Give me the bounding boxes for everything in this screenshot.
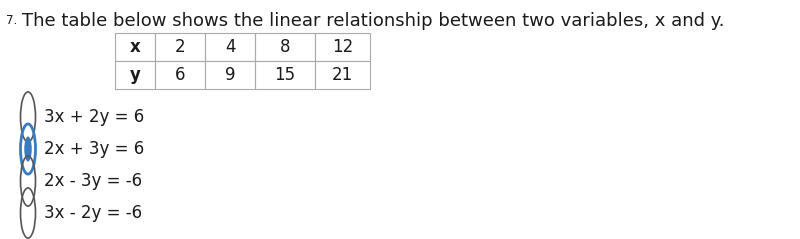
Text: y: y xyxy=(130,66,141,84)
Ellipse shape xyxy=(24,136,32,162)
Bar xyxy=(155,33,205,61)
Text: 3x + 2y = 6: 3x + 2y = 6 xyxy=(43,108,144,126)
Bar xyxy=(255,61,315,89)
Bar xyxy=(115,33,155,61)
Bar xyxy=(315,33,370,61)
Text: 2x - 3y = -6: 2x - 3y = -6 xyxy=(43,172,142,190)
Text: 7.: 7. xyxy=(6,14,18,27)
Text: 2: 2 xyxy=(174,38,186,56)
Bar xyxy=(155,61,205,89)
Text: 21: 21 xyxy=(332,66,353,84)
Text: 12: 12 xyxy=(332,38,353,56)
Bar xyxy=(115,61,155,89)
Text: 6: 6 xyxy=(174,66,186,84)
Text: 9: 9 xyxy=(225,66,235,84)
Text: 3x - 2y = -6: 3x - 2y = -6 xyxy=(43,204,142,222)
Text: 4: 4 xyxy=(225,38,235,56)
Text: 15: 15 xyxy=(274,66,295,84)
Bar xyxy=(205,33,255,61)
Bar xyxy=(315,61,370,89)
Text: 2x + 3y = 6: 2x + 3y = 6 xyxy=(43,140,144,158)
Text: The table below shows the linear relationship between two variables, x and y.: The table below shows the linear relatio… xyxy=(22,12,725,30)
Bar xyxy=(205,61,255,89)
Bar xyxy=(255,33,315,61)
Text: x: x xyxy=(130,38,140,56)
Text: 8: 8 xyxy=(280,38,290,56)
